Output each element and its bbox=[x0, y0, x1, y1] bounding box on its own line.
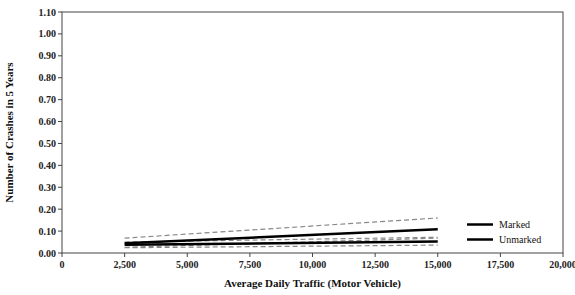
x-tick-label: 0 bbox=[60, 259, 65, 270]
y-tick-label: 0.90 bbox=[39, 50, 57, 61]
y-tick bbox=[58, 165, 62, 166]
y-tick bbox=[58, 143, 62, 144]
y-axis-label: Number of Crashes in 5 Years bbox=[3, 62, 15, 203]
x-tick-label: 17,500 bbox=[487, 259, 515, 270]
ci-line bbox=[125, 218, 438, 238]
x-tick-label: 10,000 bbox=[299, 259, 327, 270]
y-tick bbox=[58, 77, 62, 78]
x-tick bbox=[437, 253, 438, 257]
x-tick bbox=[500, 253, 501, 257]
x-tick-label: 7,500 bbox=[239, 259, 262, 270]
x-tick bbox=[124, 253, 125, 257]
y-tick-label: 0.50 bbox=[39, 138, 57, 149]
legend-label: Unmarked bbox=[499, 234, 541, 245]
y-tick bbox=[58, 12, 62, 13]
y-tick bbox=[58, 231, 62, 232]
y-tick bbox=[58, 55, 62, 56]
y-tick bbox=[58, 121, 62, 122]
y-tick-label: 0.80 bbox=[39, 72, 57, 83]
x-tick-label: 12,500 bbox=[361, 259, 389, 270]
legend-swatch bbox=[467, 223, 493, 226]
y-tick-label: 0.60 bbox=[39, 116, 57, 127]
x-tick bbox=[249, 253, 250, 257]
plot-frame bbox=[62, 12, 563, 253]
y-tick-label: 0.40 bbox=[39, 160, 57, 171]
legend: Marked Unmarked bbox=[467, 219, 541, 245]
y-tick-label: 1.10 bbox=[39, 7, 57, 18]
series-line bbox=[125, 242, 438, 245]
x-tick-label: 2,500 bbox=[113, 259, 136, 270]
y-tick bbox=[58, 253, 62, 254]
x-tick-label: 15,000 bbox=[424, 259, 452, 270]
y-tick-label: 0.20 bbox=[39, 204, 57, 215]
plot-area bbox=[125, 218, 438, 248]
ci-line bbox=[125, 245, 438, 248]
x-tick bbox=[187, 253, 188, 257]
y-tick-label: 1.00 bbox=[39, 28, 57, 39]
x-tick-label: 5,000 bbox=[176, 259, 199, 270]
legend-swatch bbox=[467, 238, 493, 241]
x-axis-label: Average Daily Traffic (Motor Vehicle) bbox=[224, 277, 401, 290]
ci-line bbox=[125, 238, 438, 247]
x-tick bbox=[563, 253, 564, 257]
x-tick bbox=[312, 253, 313, 257]
y-tick-label: 0.00 bbox=[39, 248, 57, 259]
y-tick-label: 0.30 bbox=[39, 182, 57, 193]
y-tick bbox=[58, 209, 62, 210]
x-tick bbox=[62, 253, 63, 257]
x-tick-label: 20,000 bbox=[549, 259, 575, 270]
y-tick-label: 0.70 bbox=[39, 94, 57, 105]
chart: 0 2,500 5,000 7,500 10,000 12,500 15,000 17,500… bbox=[0, 0, 575, 295]
y-tick bbox=[58, 187, 62, 188]
legend-label: Marked bbox=[499, 219, 530, 230]
y-tick bbox=[58, 99, 62, 100]
x-tick bbox=[375, 253, 376, 257]
y-tick-label: 0.10 bbox=[39, 226, 57, 237]
y-tick bbox=[58, 33, 62, 34]
